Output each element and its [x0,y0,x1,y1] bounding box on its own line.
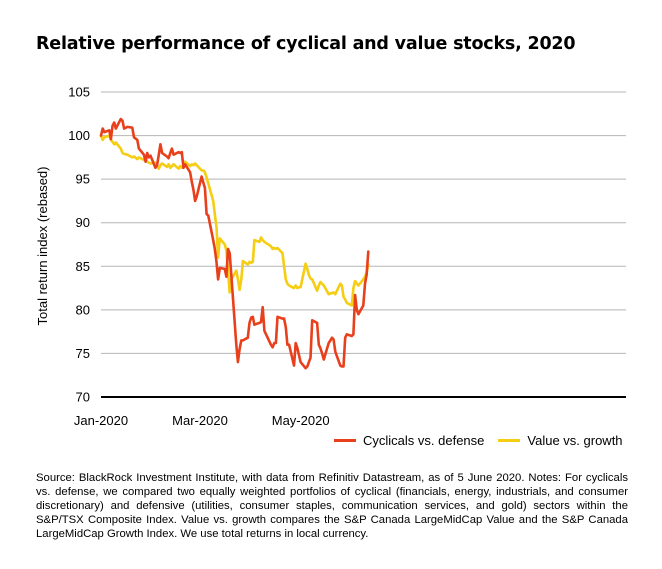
y-tick-85: 85 [76,259,90,274]
gridlines [101,91,626,398]
y-axis-label: Total return index (rebased) [35,167,50,326]
legend-label-cyclicals: Cyclicals vs. defense [363,433,485,448]
y-tick-75: 75 [76,346,90,361]
series-line-cyclicals [99,117,370,370]
series-lines [99,117,370,370]
chart-plot-area: 70 75 80 85 90 95 100 105 Jan-2020 Mar-2020 May-2… [35,85,626,428]
y-tick-100: 100 [68,128,90,143]
y-tick-80: 80 [76,302,90,317]
legend-swatch-cyclicals [334,439,356,442]
y-tick-90: 90 [76,215,90,230]
series-line-value [99,134,370,307]
x-tick-mar-2020: Mar-2020 [172,413,228,428]
legend-item-cyclicals: Cyclicals vs. defense [334,433,484,448]
legend-swatch-value [498,439,521,442]
legend-label-value: Value vs. growth [527,433,623,448]
x-tick-labels: Jan-2020 Mar-2020 May-2020 [74,413,330,428]
y-tick-labels: 70 75 80 85 90 95 100 105 [68,85,90,405]
y-tick-70: 70 [76,390,90,405]
y-tick-95: 95 [76,172,90,187]
legend: Cyclicals vs. defense Value vs. growth [334,433,637,448]
x-tick-jan-2020: Jan-2020 [74,413,128,428]
chart-title: Relative performance of cyclical and val… [36,34,576,54]
source-note: Source: BlackRock Investment Institute, … [36,472,628,540]
legend-item-value: Value vs. growth [498,433,623,448]
x-tick-may-2020: May-2020 [272,413,330,428]
y-tick-105: 105 [68,85,90,100]
